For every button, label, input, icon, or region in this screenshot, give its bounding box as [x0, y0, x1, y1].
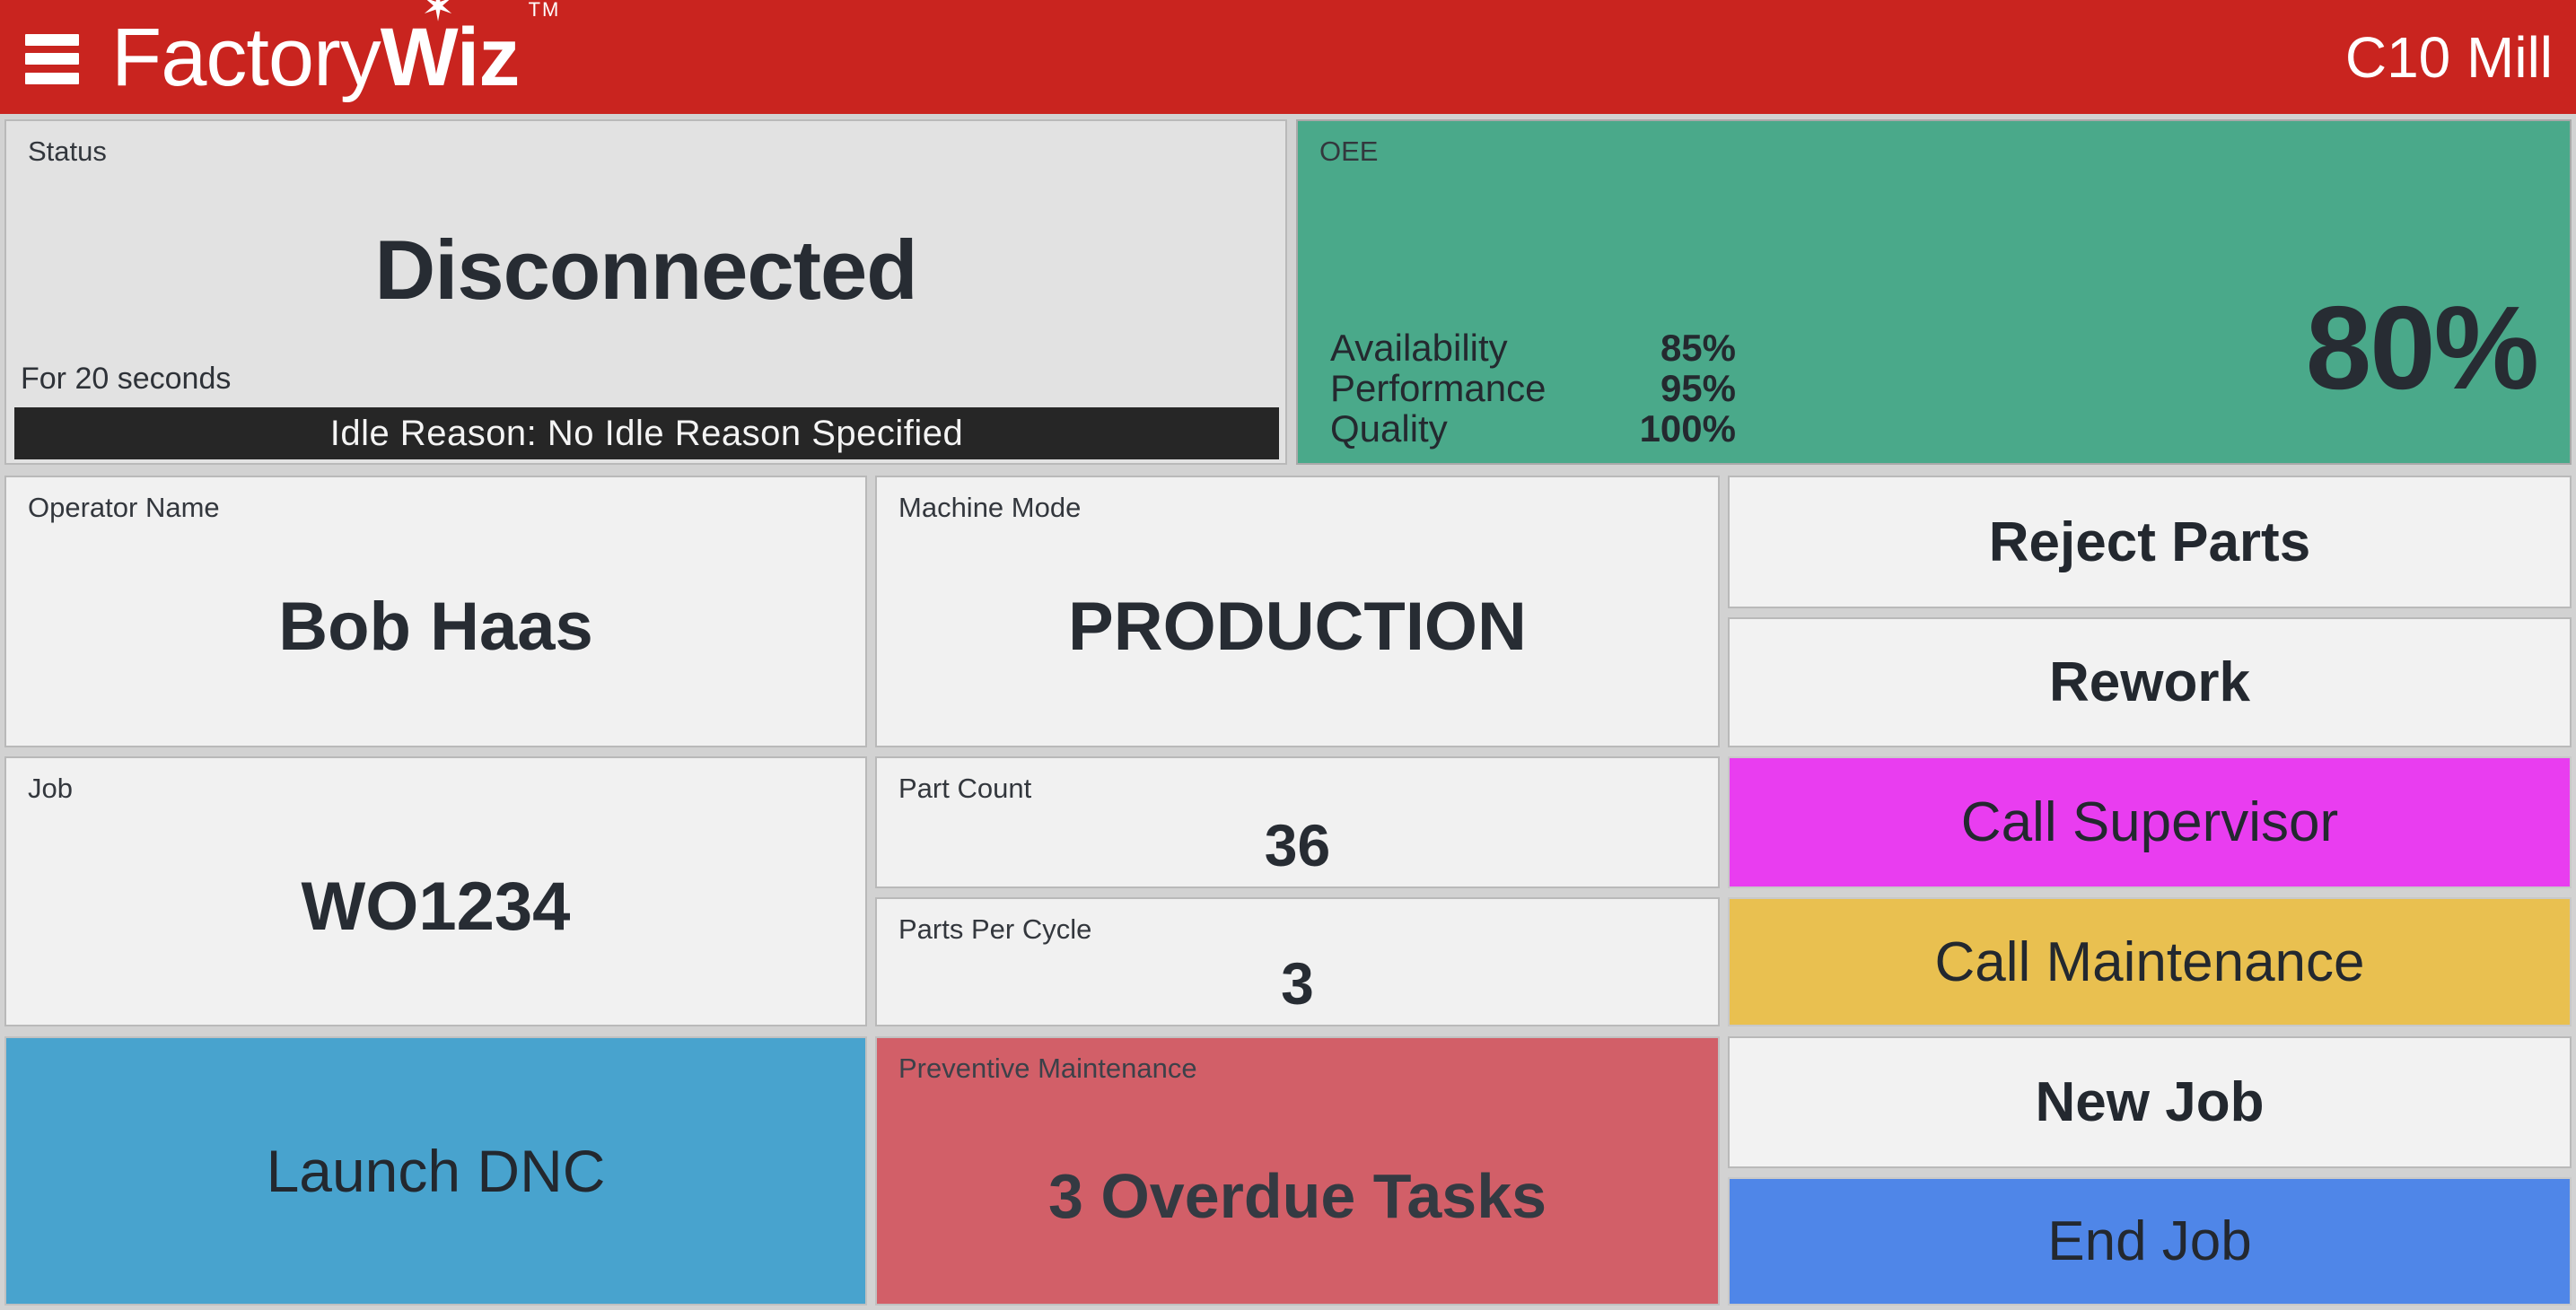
oee-performance-row: Performance 95% — [1330, 368, 1736, 408]
call-supervisor-button[interactable]: Call Supervisor — [1728, 756, 2572, 888]
part-count-value: 36 — [1264, 812, 1331, 878]
end-job-button[interactable]: End Job — [1728, 1177, 2572, 1306]
operator-name-label: Operator Name — [28, 492, 220, 523]
machine-mode-value: PRODUCTION — [1068, 589, 1527, 665]
machine-name-title: C10 Mill — [2344, 24, 2553, 90]
part-count-label: Part Count — [898, 773, 1032, 804]
oee-label: OEE — [1319, 135, 1379, 167]
oee-availability-row: Availability 85% — [1330, 328, 1736, 368]
launch-dnc-label: Launch DNC — [266, 1138, 606, 1204]
hamburger-menu-icon[interactable] — [25, 33, 79, 84]
part-count-tile[interactable]: Part Count 36 — [875, 756, 1720, 888]
trademark-label: TM — [528, 0, 561, 21]
app-header: Factory Wiz ✶ TM C10 Mill — [0, 0, 2576, 114]
call-supervisor-label: Call Supervisor — [1960, 791, 2339, 853]
machine-mode-tile[interactable]: Machine Mode PRODUCTION — [875, 476, 1720, 747]
menu-bar — [25, 33, 79, 46]
preventive-maintenance-tile[interactable]: Preventive Maintenance 3 Overdue Tasks — [875, 1036, 1720, 1306]
job-tile[interactable]: Job WO1234 — [4, 756, 867, 1026]
availability-value: 85% — [1660, 327, 1736, 369]
performance-value: 95% — [1660, 367, 1736, 409]
parts-per-cycle-value: 3 — [1281, 950, 1314, 1017]
status-value: Disconnected — [374, 223, 917, 317]
rework-label: Rework — [2049, 651, 2250, 713]
idle-reason-text: Idle Reason: No Idle Reason Specified — [329, 413, 964, 453]
end-job-label: End Job — [2047, 1210, 2252, 1272]
parts-per-cycle-tile[interactable]: Parts Per Cycle 3 — [875, 897, 1720, 1026]
oee-value: 80% — [2305, 282, 2539, 414]
job-label: Job — [28, 773, 73, 804]
call-maintenance-label: Call Maintenance — [1934, 930, 2365, 993]
status-duration: For 20 seconds — [21, 362, 232, 396]
new-job-button[interactable]: New Job — [1728, 1036, 2572, 1168]
idle-reason-bar[interactable]: Idle Reason: No Idle Reason Specified — [14, 407, 1279, 459]
rework-button[interactable]: Rework — [1728, 617, 2572, 747]
call-maintenance-button[interactable]: Call Maintenance — [1728, 897, 2572, 1026]
machine-mode-label: Machine Mode — [898, 492, 1082, 523]
quality-value: 100% — [1639, 407, 1736, 450]
parts-per-cycle-label: Parts Per Cycle — [898, 913, 1092, 945]
factorywiz-logo: Factory Wiz ✶ TM — [111, 0, 560, 103]
status-label: Status — [28, 135, 107, 167]
oee-panel: OEE 80% Availability 85% Performance 95%… — [1296, 119, 2572, 465]
logo-wiz-text: Wiz — [380, 11, 521, 103]
operator-name-tile[interactable]: Operator Name Bob Haas — [4, 476, 867, 747]
status-panel: Status Disconnected For 20 seconds Idle … — [4, 119, 1287, 465]
launch-dnc-button[interactable]: Launch DNC — [4, 1036, 867, 1306]
job-value: WO1234 — [301, 869, 571, 945]
overdue-tasks-value: 3 Overdue Tasks — [1047, 1161, 1547, 1231]
logo-factory-text: Factory — [111, 11, 381, 103]
oee-quality-row: Quality 100% — [1330, 408, 1736, 449]
menu-bar — [25, 53, 79, 65]
menu-bar — [25, 72, 79, 84]
performance-label: Performance — [1330, 367, 1546, 409]
reject-parts-button[interactable]: Reject Parts — [1728, 476, 2572, 608]
operator-name-value: Bob Haas — [278, 589, 593, 665]
quality-label: Quality — [1330, 407, 1448, 450]
sparkle-icon: ✶ — [420, 0, 456, 30]
new-job-label: New Job — [2035, 1071, 2265, 1133]
oee-metrics-table: Availability 85% Performance 95% Quality… — [1330, 328, 1736, 449]
availability-label: Availability — [1330, 327, 1508, 369]
preventive-maintenance-label: Preventive Maintenance — [898, 1052, 1197, 1084]
reject-parts-label: Reject Parts — [1988, 511, 2311, 573]
